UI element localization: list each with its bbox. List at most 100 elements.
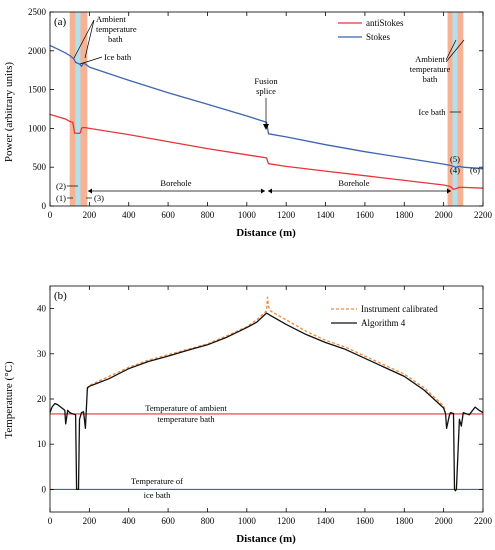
y-tick-label-1500: 1500 xyxy=(28,85,47,95)
series-a xyxy=(49,44,484,190)
y-ticks-b: 0 10 20 30 40 xyxy=(37,304,483,494)
x-tick-label-600: 600 xyxy=(161,516,175,526)
x-tick-label-2000: 2000 xyxy=(435,516,454,526)
y-tick-label-500: 500 xyxy=(33,162,47,172)
ambient-bath-band-1 xyxy=(69,12,76,206)
marker-1: (1) xyxy=(56,193,66,203)
x-tick-label-1800: 1800 xyxy=(395,210,414,220)
plot-frame-a xyxy=(49,11,484,207)
ice-reference-label-line2: ice bath xyxy=(144,490,171,500)
x-tick-label-400: 400 xyxy=(122,516,136,526)
marker-3: (3) xyxy=(94,193,104,203)
ice-bath-band-2 xyxy=(75,12,81,206)
legend-label-algorithm-4: Algorithm 4 xyxy=(361,318,406,328)
y-tick-label-0: 0 xyxy=(42,201,47,211)
legend-b: Instrument calibrated Algorithm 4 xyxy=(331,304,438,328)
series-line-stokes xyxy=(49,44,484,170)
reference-lines-b xyxy=(50,413,483,490)
left-bath-annotations: Ambient temperature bath Ice bath xyxy=(73,14,137,65)
ambient-reference-label-line2: temperature bath xyxy=(157,414,215,424)
ambient-bath-right-line2: temperature xyxy=(410,64,451,74)
legend-label-antistokes: antiStokes xyxy=(366,18,404,28)
series-line-algorithm-4 xyxy=(49,312,484,492)
ambient-bath-band-4 xyxy=(447,12,453,206)
arrow-ambient-right-1 xyxy=(445,39,457,61)
x-tick-label-600: 600 xyxy=(161,210,175,220)
x-tick-label-400: 400 xyxy=(122,210,136,220)
panel-b: 0 200 400 600 800 1000 1200 1400 1600 1800 2000 220… xyxy=(3,285,493,545)
y-tick-label-0: 0 xyxy=(42,484,47,494)
ambient-bath-left-line3: bath xyxy=(108,34,123,44)
x-ticks-a: 0 200 400 600 800 1000 1200 1400 1600 1800 2000 220… xyxy=(48,12,493,220)
y-axis-label-b: Temperature (°C) xyxy=(3,361,15,439)
ice-bath-left-label: Ice bath xyxy=(104,52,132,62)
arrow-ambient-left-2 xyxy=(84,19,95,59)
panel-a: 0 200 400 600 800 1000 1200 1400 1600 1800 2000 220… xyxy=(3,7,493,239)
fusion-splice-line1: Fusion xyxy=(254,76,278,86)
y-axis-label-a: Power (arbitrary units) xyxy=(3,62,15,163)
legend-label-stokes: Stokes xyxy=(366,32,391,42)
x-tick-label-1400: 1400 xyxy=(317,210,336,220)
marker-2: (2) xyxy=(56,181,66,191)
legend-a: antiStokes Stokes xyxy=(338,18,404,42)
fusion-splice-line2: splice xyxy=(256,86,276,96)
arrow-ambient-left-1 xyxy=(73,19,95,59)
ambient-reference-label-line1: Temperature of ambient xyxy=(145,403,227,413)
ambient-bath-left-line1: Ambient xyxy=(96,14,126,24)
y-tick-label-10: 10 xyxy=(37,439,47,449)
ambient-bath-band-3 xyxy=(80,12,88,206)
x-tick-label-1200: 1200 xyxy=(277,516,296,526)
arrowhead-fusion-splice xyxy=(263,124,269,130)
arrow-ambient-right-2 xyxy=(445,39,465,63)
plot-frame-b xyxy=(49,285,484,513)
y-tick-label-2500: 2500 xyxy=(28,7,47,17)
series-line-antistokes xyxy=(49,113,484,190)
ambient-bath-left-line2: temperature xyxy=(96,24,137,34)
position-markers: (1) (2) (3) (4) (5) (6) xyxy=(56,154,480,203)
ice-reference-label-line1: Temperature of xyxy=(131,476,183,486)
x-axis-label-b: Distance (m) xyxy=(236,533,296,545)
right-bath-annotations: Ambient temperature bath Ice bath xyxy=(410,39,465,117)
x-tick-label-800: 800 xyxy=(201,210,215,220)
series-line-instrument-calibrated xyxy=(86,296,447,415)
y-tick-label-20: 20 xyxy=(37,394,47,404)
borehole-right-label: Borehole xyxy=(338,178,369,188)
series-b xyxy=(49,296,484,492)
marker-5: (5) xyxy=(450,154,460,164)
ice-bath-right-label: Ice bath xyxy=(418,107,446,117)
ambient-bath-right-line1: Ambient xyxy=(415,54,445,64)
x-tick-label-1200: 1200 xyxy=(277,210,296,220)
arrow-ice-left xyxy=(79,56,103,65)
x-tick-label-2000: 2000 xyxy=(435,210,454,220)
x-tick-label-1400: 1400 xyxy=(317,516,336,526)
y-tick-label-40: 40 xyxy=(37,304,47,314)
x-tick-label-200: 200 xyxy=(83,210,97,220)
y-tick-label-1000: 1000 xyxy=(28,123,47,133)
x-tick-label-1000: 1000 xyxy=(238,210,257,220)
x-tick-label-0: 0 xyxy=(48,210,53,220)
borehole-left-label: Borehole xyxy=(160,178,191,188)
y-ticks-a: 0 500 1000 1500 2000 2500 xyxy=(28,7,483,211)
x-tick-label-1600: 1600 xyxy=(356,516,375,526)
marker-6: (6) xyxy=(470,165,480,175)
x-tick-label-1800: 1800 xyxy=(395,516,414,526)
borehole-spans: Borehole Borehole xyxy=(88,178,451,194)
marker-4: (4) xyxy=(450,165,460,175)
panel-label-a: (a) xyxy=(54,16,67,28)
ambient-bath-right-line3: bath xyxy=(423,74,438,84)
x-tick-label-800: 800 xyxy=(201,516,215,526)
x-tick-label-2200: 2200 xyxy=(474,210,493,220)
y-tick-label-30: 30 xyxy=(37,349,47,359)
x-tick-label-2200: 2200 xyxy=(474,516,493,526)
y-tick-label-2000: 2000 xyxy=(28,46,47,56)
ambient-bath-band-6 xyxy=(457,12,464,206)
x-axis-label-a: Distance (m) xyxy=(236,227,296,239)
x-tick-label-0: 0 xyxy=(48,516,53,526)
legend-label-instrument-calibrated: Instrument calibrated xyxy=(361,304,438,314)
ice-bath-band-5 xyxy=(452,12,458,206)
panel-label-b: (b) xyxy=(54,290,67,302)
fusion-splice-annotation: Fusion splice xyxy=(254,76,278,130)
bath-bands-a xyxy=(69,12,464,206)
x-tick-label-1000: 1000 xyxy=(238,516,257,526)
